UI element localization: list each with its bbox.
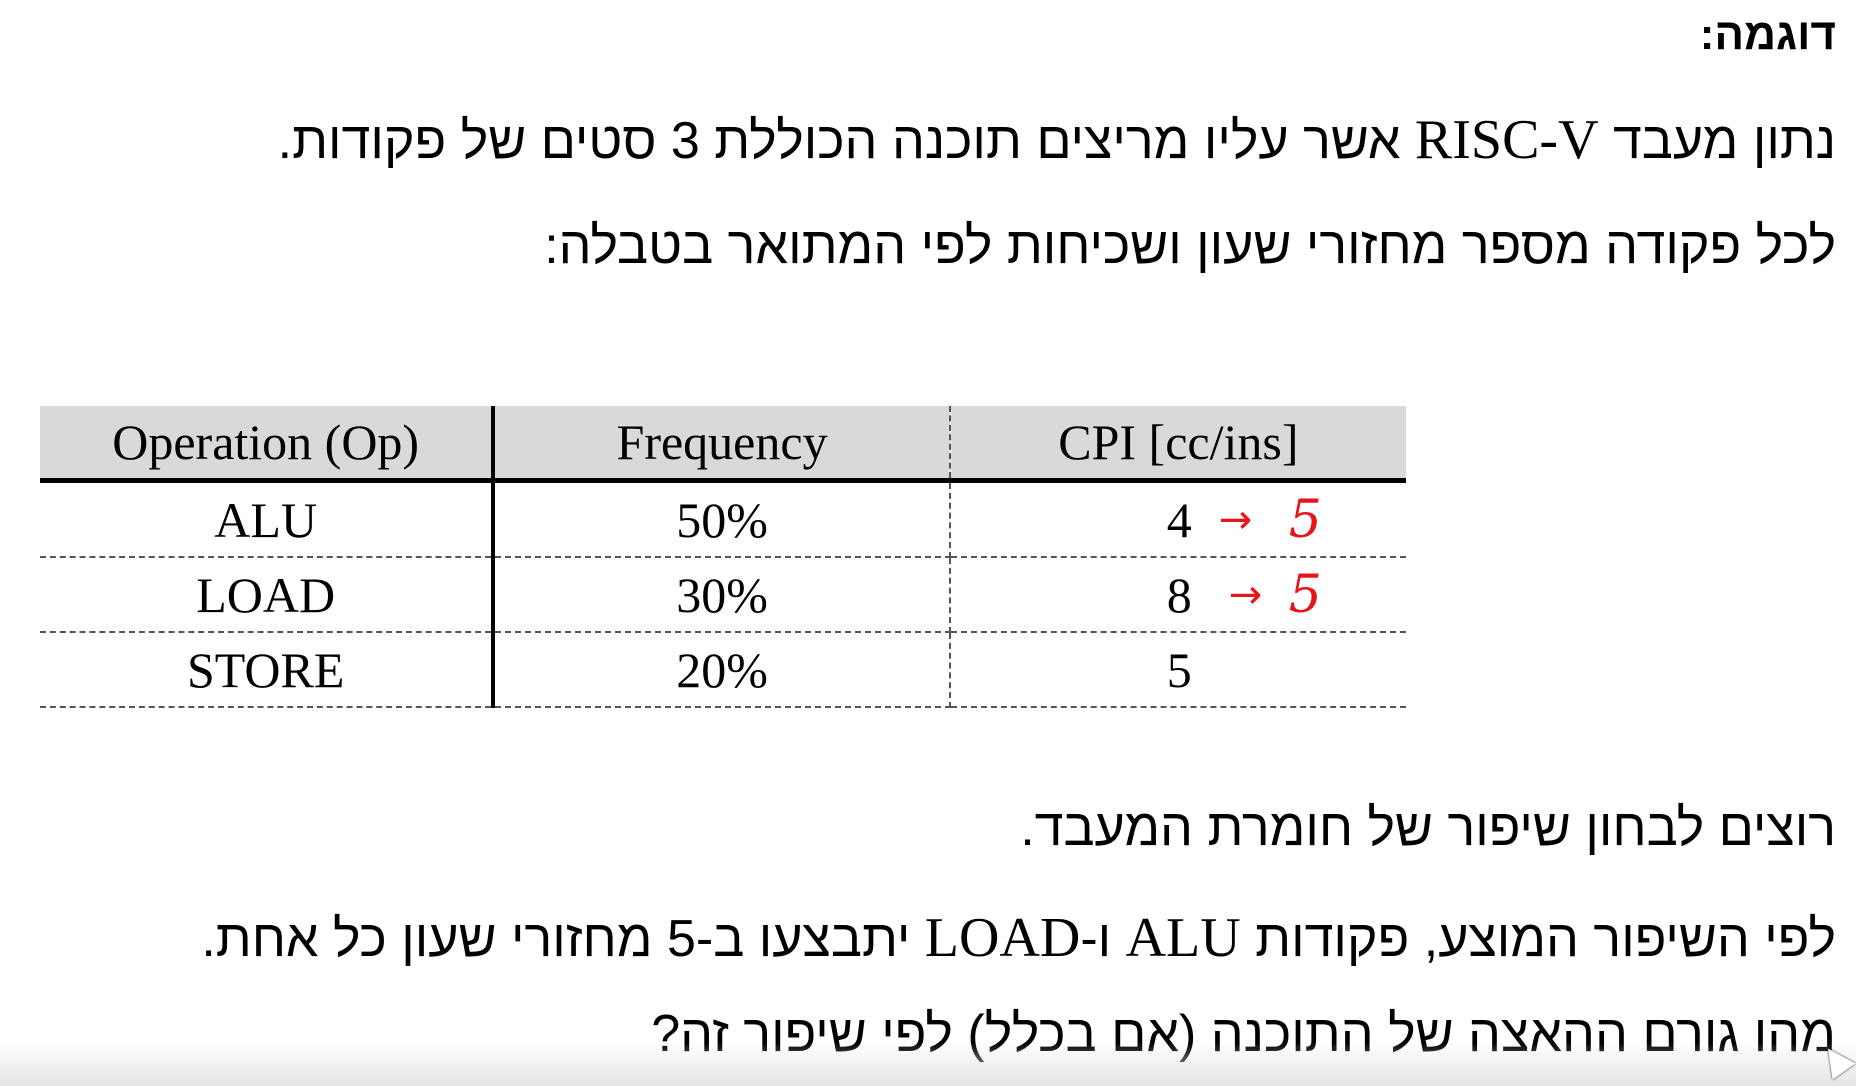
cpi-value: 4 xyxy=(1166,491,1192,548)
cell-freq: 30% xyxy=(493,557,951,633)
instruction-table: Operation (Op) Frequency CPI [cc/ins] AL… xyxy=(40,406,1406,708)
line1-text-before: נתון מעבד xyxy=(1598,112,1836,170)
cell-op: ALU xyxy=(40,480,496,558)
header-cpi: CPI [cc/ins] xyxy=(949,406,1406,483)
table-row: ALU 50% 4 → 5 xyxy=(40,480,1406,558)
cell-cpi: 8 → 5 xyxy=(949,557,1406,633)
red-arrow-icon: → xyxy=(1218,496,1253,543)
cpi-value: 5 xyxy=(1166,641,1192,698)
cell-op: LOAD xyxy=(40,557,496,633)
handwritten-annotation: 5 xyxy=(1288,564,1322,625)
cell-freq: 50% xyxy=(493,480,951,558)
header-operation: Operation (Op) xyxy=(40,406,496,483)
problem-statement-line: נתון מעבד RISC-V אשר עליו מריצים תוכנה ה… xyxy=(278,108,1836,172)
op-alu: ALU xyxy=(1125,907,1241,969)
line4-text-mid: ו- xyxy=(1080,910,1126,968)
table-header-row: Operation (Op) Frequency CPI [cc/ins] xyxy=(40,406,1406,483)
op-load: LOAD xyxy=(924,907,1081,969)
line4-text-before: לפי השיפור המוצע, פקודות xyxy=(1240,910,1836,968)
red-arrow-icon: → xyxy=(1228,571,1263,618)
video-player-bar xyxy=(0,1042,1856,1086)
table-intro-line: לכל פקודה מספר מחזורי שעון ושכיחות לפי ה… xyxy=(544,217,1836,275)
handwritten-annotation: 5 xyxy=(1288,489,1322,550)
processor-name: RISC-V xyxy=(1414,109,1599,171)
table-row: STORE 20% 5 xyxy=(40,632,1406,708)
cpi-value: 8 xyxy=(1166,566,1192,623)
improvement-intro-line: רוצים לבחון שיפור של חומרת המעבד. xyxy=(1020,799,1836,857)
table-row: LOAD 30% 8 → 5 xyxy=(40,557,1406,633)
cell-cpi: 5 xyxy=(949,632,1406,708)
line1-text-after: אשר עליו מריצים תוכנה הכוללת 3 סטים של פ… xyxy=(277,112,1415,170)
cell-op: STORE xyxy=(40,632,496,708)
improvement-detail-line: לפי השיפור המוצע, פקודות ALU ו-LOAD יתבצ… xyxy=(201,906,1836,970)
example-heading: דוגמה: xyxy=(1699,10,1836,59)
header-frequency: Frequency xyxy=(493,406,951,483)
cell-cpi: 4 → 5 xyxy=(949,480,1406,558)
line4-text-after: יתבצעו ב-5 מחזורי שעון כל אחת. xyxy=(201,910,925,968)
cell-freq: 20% xyxy=(493,632,951,708)
